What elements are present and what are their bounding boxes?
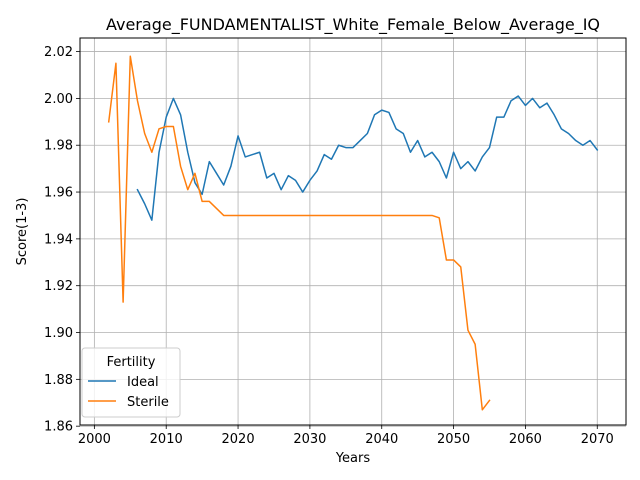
x-tick-label: 2020 bbox=[222, 432, 255, 447]
legend-box bbox=[81, 347, 181, 418]
x-tick-label: 2070 bbox=[581, 432, 614, 447]
y-tick-label: 1.88 bbox=[44, 373, 73, 388]
x-tick-label: 2040 bbox=[365, 432, 398, 447]
legend: Fertility Ideal Sterile bbox=[81, 347, 181, 418]
series-line-ideal bbox=[136, 95, 599, 221]
y-tick-label: 1.92 bbox=[44, 279, 73, 294]
y-tick-label: 1.98 bbox=[44, 139, 73, 154]
series-line-sterile bbox=[107, 55, 491, 411]
x-tick-label: 2060 bbox=[509, 432, 542, 447]
y-tick-label: 1.96 bbox=[44, 186, 73, 201]
y-tick-label: 1.86 bbox=[44, 420, 73, 435]
y-tick-label: 1.90 bbox=[44, 326, 73, 341]
x-tick-label: 2030 bbox=[293, 432, 326, 447]
grid bbox=[80, 38, 626, 427]
y-axis-label: Score(1-3) bbox=[15, 198, 30, 266]
legend-label-ideal: Ideal bbox=[127, 375, 159, 390]
y-tick-label: 2.02 bbox=[44, 45, 73, 60]
y-tick-label: 2.00 bbox=[44, 92, 73, 107]
x-tick-label: 2010 bbox=[150, 432, 183, 447]
y-axis-ticks: 1.86 1.88 1.90 1.92 1.94 1.96 1.98 2.00 2.02 bbox=[44, 45, 80, 435]
plot-frame bbox=[79, 37, 627, 426]
x-axis-ticks: 2000 2010 2020 2030 2040 2050 2060 2070 bbox=[78, 425, 614, 447]
y-tick-label: 1.94 bbox=[44, 232, 73, 247]
x-axis-label: Years bbox=[335, 451, 371, 466]
series-layer bbox=[107, 55, 599, 411]
x-tick-label: 2000 bbox=[78, 432, 111, 447]
chart-title: Average_FUNDAMENTALIST_White_Female_Belo… bbox=[106, 15, 600, 35]
legend-label-sterile: Sterile bbox=[127, 395, 169, 410]
x-tick-label: 2050 bbox=[437, 432, 470, 447]
legend-title: Fertility bbox=[107, 355, 156, 370]
